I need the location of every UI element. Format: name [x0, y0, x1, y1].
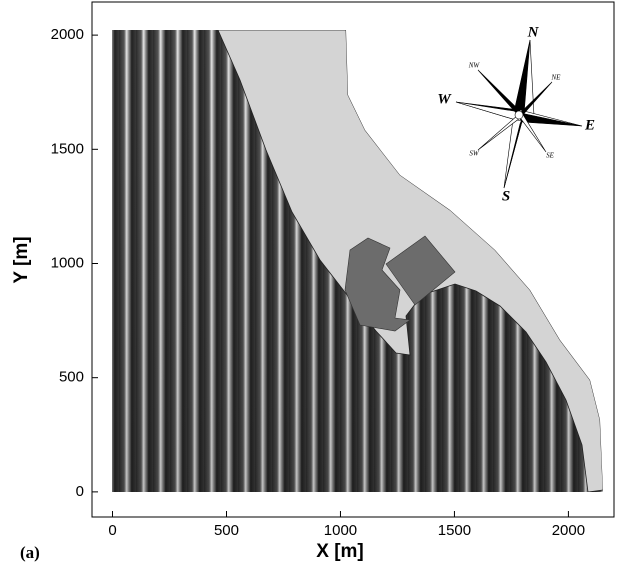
- field: [92, 2, 614, 517]
- compass-label: NE: [551, 74, 562, 82]
- compass-label: S: [502, 188, 510, 204]
- y-tick-label: 1000: [51, 254, 84, 271]
- compass-label: NW: [468, 62, 481, 70]
- x-axis-title: X [m]: [316, 541, 364, 562]
- compass-label: N: [527, 24, 540, 40]
- y-tick-label: 500: [59, 369, 84, 386]
- y-axis-title: Y [m]: [11, 236, 32, 283]
- panel-label: (a): [20, 543, 40, 562]
- y-tick-label: 0: [76, 483, 84, 500]
- outside-bottom: [92, 492, 614, 517]
- y-tick-label: 2000: [51, 26, 84, 43]
- compass-label: E: [584, 117, 595, 133]
- x-tick-label: 1000: [324, 522, 357, 539]
- plot-frame: [91, 1, 615, 518]
- x-tick-label: 2000: [552, 522, 585, 539]
- harbour-block: [385, 235, 456, 306]
- x-tick-label: 0: [108, 522, 116, 539]
- compass-rose: [455, 39, 583, 189]
- outside-left: [92, 2, 112, 517]
- harbour: [344, 237, 411, 332]
- compass-label: W: [437, 91, 452, 107]
- outside: [346, 30, 614, 492]
- compass-label: SE: [546, 152, 555, 160]
- y-tick-label: 1500: [51, 140, 84, 157]
- x-tick-label: 500: [214, 522, 239, 539]
- outside-top: [92, 2, 614, 30]
- compass-label: SW: [469, 150, 480, 158]
- x-tick-label: 1500: [438, 522, 471, 539]
